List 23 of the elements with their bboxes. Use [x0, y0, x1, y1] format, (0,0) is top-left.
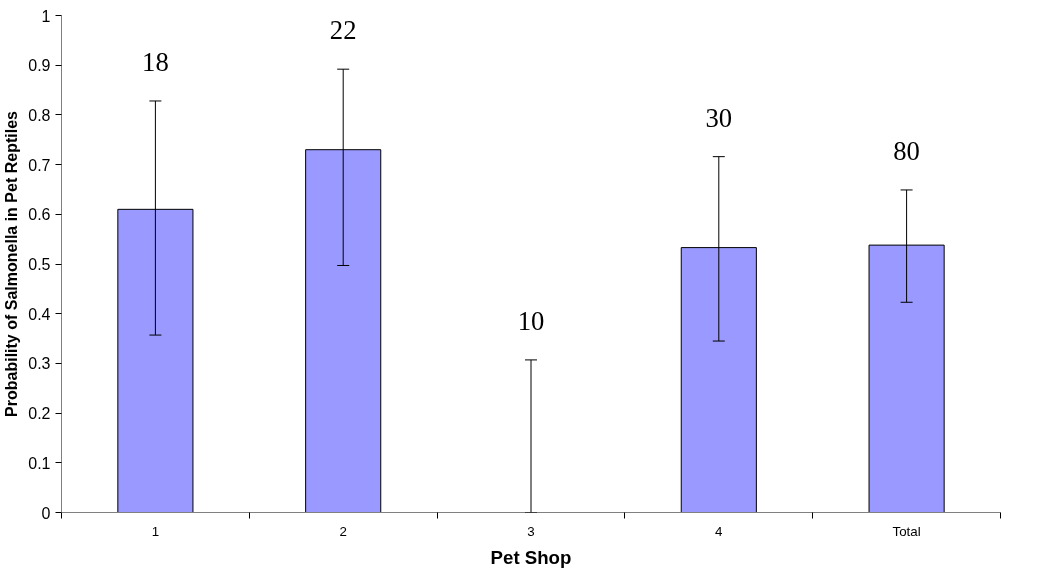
y-tick-label: 0.8	[28, 106, 51, 124]
y-tick-label: 0.7	[28, 156, 51, 174]
annotation: 80	[893, 136, 920, 167]
annotation: 18	[142, 47, 169, 78]
x-tick-label: Total	[892, 523, 921, 539]
annotation: 22	[329, 15, 357, 46]
y-tick-label: 0.2	[28, 405, 51, 423]
annotation: 10	[517, 306, 545, 337]
x-tick-label: 2	[339, 523, 347, 539]
y-tick-label: 1	[41, 7, 51, 25]
x-tick-label: 3	[527, 523, 535, 539]
y-tick-label: 0	[41, 504, 51, 522]
y-tick-label: 0.5	[28, 256, 51, 273]
y-tick-label: 0.4	[28, 305, 51, 323]
y-tick-label: 0.6	[28, 206, 51, 224]
x-axis-title: Pet Shop	[490, 546, 572, 568]
x-tick-label: 4	[715, 523, 724, 539]
y-tick-label: 0.1	[28, 454, 51, 472]
x-tick-label: 1	[151, 523, 160, 539]
annotation: 30	[705, 102, 733, 133]
y-tick-label: 0.9	[28, 57, 51, 75]
y-tick-label: 0.3	[28, 355, 51, 373]
y-axis-title: Probability of Salmonella in Pet Reptiles	[3, 110, 21, 417]
